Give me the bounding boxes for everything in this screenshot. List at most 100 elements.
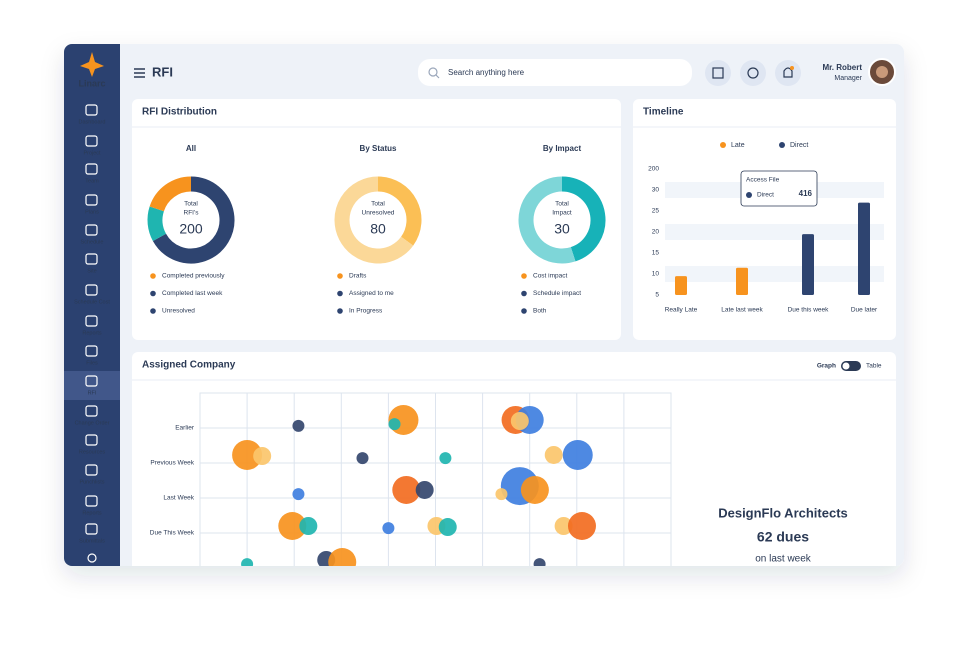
nav-item[interactable]: Resources	[79, 449, 106, 455]
search-icon	[428, 67, 438, 77]
legend-label: Completed last week	[162, 290, 223, 297]
center-value: 80	[370, 221, 386, 237]
legend-label: Unresolved	[162, 308, 195, 315]
avatar-face	[876, 66, 888, 78]
nav-item[interactable]: Plans	[85, 209, 99, 215]
donut-segment	[147, 206, 167, 241]
tooltip-series: Direct	[757, 192, 774, 199]
nav-item[interactable]: Team	[85, 178, 99, 184]
donut-segment	[377, 176, 422, 246]
center-value: 200	[179, 221, 203, 237]
bubble	[388, 418, 401, 431]
nav-icon	[85, 495, 98, 507]
nav-icon	[85, 135, 98, 147]
bubble	[510, 412, 529, 430]
tooltip-dot	[746, 192, 752, 198]
bubble	[382, 522, 395, 535]
legend-dot	[521, 308, 527, 314]
nav-item[interactable]: Reports	[82, 330, 102, 336]
y-tick-label: 10	[652, 271, 660, 278]
chart-title: By Status	[360, 144, 397, 153]
nav-item[interactable]: RFI	[88, 390, 97, 396]
y-category-label: Previous Week	[150, 460, 194, 467]
donut-hole	[534, 192, 590, 248]
bar	[858, 202, 870, 295]
bubble	[554, 517, 573, 535]
toggle-label[interactable]: Graph	[817, 363, 836, 370]
legend-dot	[779, 142, 785, 148]
legend-label: Late	[731, 142, 745, 149]
logo-text: Linarc	[78, 78, 105, 88]
center-label: Total	[184, 201, 198, 208]
nav-item[interactable]: Files	[86, 360, 98, 366]
nav-icon	[85, 523, 98, 535]
legend-dot	[150, 273, 156, 279]
nav-item[interactable]: Project	[83, 150, 101, 156]
nav-item[interactable]: Dashboard	[79, 119, 106, 125]
bubble	[241, 558, 254, 566]
legend-label: Schedule impact	[533, 290, 581, 297]
nav-item[interactable]: Schedule	[81, 239, 104, 245]
y-category-label: Last Week	[163, 495, 194, 502]
sidebar	[64, 44, 120, 566]
nav-item[interactable]: Submittals	[79, 538, 105, 544]
nav-icon	[85, 345, 98, 357]
bar	[736, 267, 748, 295]
legend-label: Drafts	[349, 273, 367, 280]
search-box[interactable]	[418, 59, 692, 86]
search-icon	[435, 74, 440, 79]
company-name: DesignFlo Architects	[718, 505, 848, 520]
legend-dot	[150, 308, 156, 314]
x-tick-label: Really Late	[665, 307, 698, 314]
bubble	[299, 517, 318, 535]
bell-badge	[790, 66, 794, 70]
center-label: Unresolved	[362, 210, 395, 217]
legend-label: Completed previously	[162, 273, 225, 280]
nav-item[interactable]: Site	[87, 268, 96, 274]
grid-band	[665, 224, 884, 240]
bubble	[567, 512, 596, 540]
nav-icon	[85, 464, 98, 476]
nav-icon	[85, 224, 98, 236]
header-button[interactable]	[775, 60, 801, 86]
header-button[interactable]	[705, 60, 731, 86]
nav-icon	[85, 284, 98, 296]
user-name: Mr. Robert	[822, 63, 862, 72]
nav-item[interactable]: Reports	[82, 510, 102, 516]
search-placeholder: Search anything here	[448, 68, 525, 77]
legend-label: In Progress	[349, 308, 383, 315]
bubble	[253, 447, 272, 465]
nav-icon	[85, 434, 98, 446]
donut-segment	[518, 176, 576, 264]
bubble	[533, 558, 546, 566]
panel-title: Timeline	[643, 107, 684, 118]
nav-item[interactable]: Schedule Cost	[74, 299, 110, 305]
bubble	[392, 475, 421, 504]
bar	[802, 234, 814, 295]
bubble	[292, 419, 305, 432]
nav-icon	[85, 375, 98, 387]
bubble	[520, 475, 549, 504]
nav-item[interactable]: Punchlists	[79, 479, 104, 485]
toggle-label[interactable]: Table	[866, 363, 882, 370]
legend-dot	[150, 290, 156, 297]
chart-title: By Impact	[543, 144, 582, 153]
apps-icon	[712, 67, 724, 79]
x-tick-label: Due later	[851, 307, 878, 314]
y-category-label: Earlier	[175, 425, 195, 432]
legend-dot	[521, 290, 527, 297]
y-tick-label: 20	[652, 229, 660, 236]
tooltip-title: Access File	[746, 177, 780, 184]
y-tick-label: 15	[652, 250, 660, 257]
y-category-label: Due This Week	[150, 530, 195, 537]
nav-icon	[87, 553, 97, 563]
nav-item[interactable]: Change Order	[75, 420, 110, 426]
header-button[interactable]	[740, 60, 766, 86]
nav-icon	[85, 163, 98, 175]
panel-title: Assigned Company	[142, 360, 236, 371]
donut-segment	[561, 176, 606, 262]
center-label: Total	[371, 201, 385, 208]
x-tick-label: Due this week	[788, 307, 830, 314]
center-label: RFI's	[184, 210, 200, 217]
donut-segment	[334, 176, 414, 264]
